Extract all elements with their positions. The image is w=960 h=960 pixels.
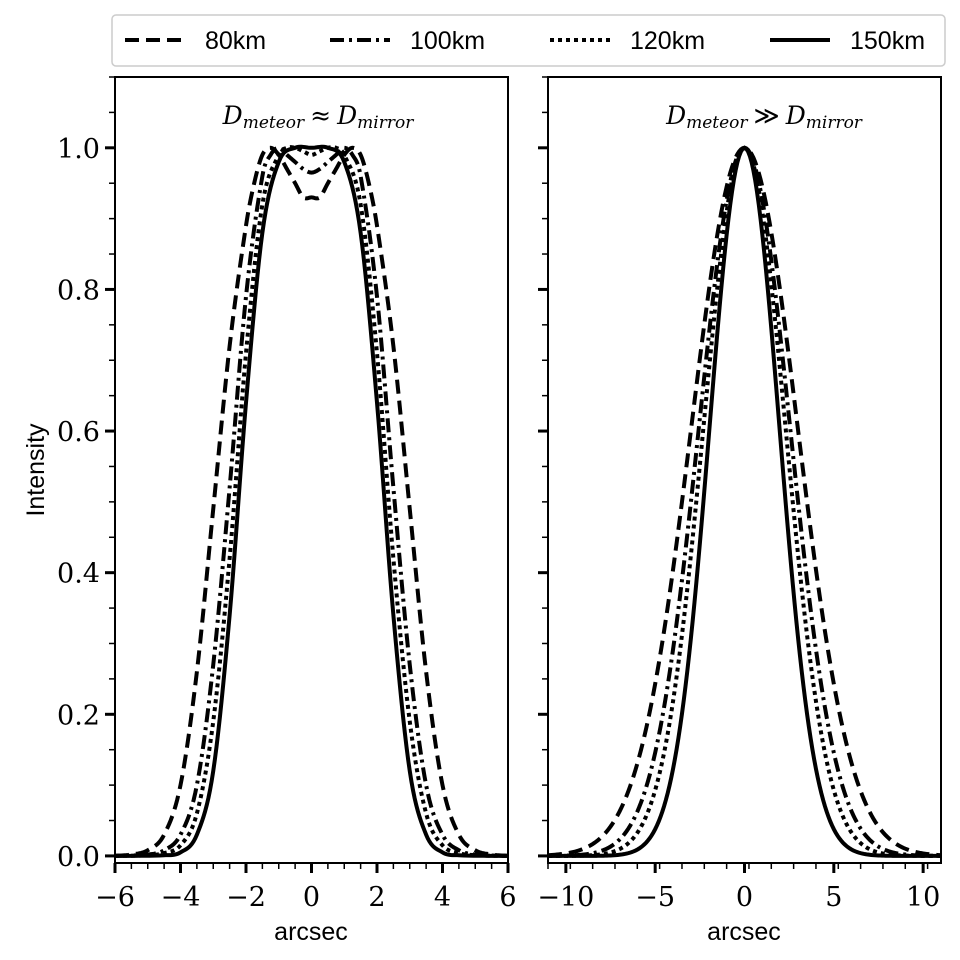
- y-tick-label: 0.4: [57, 559, 100, 590]
- left-panel: −6 −4 −2 0 2 4 6 0.0 0.2 0.4 0.6 0.8 1.0 Dmeteor ≈ Dmi…: [22, 76, 517, 946]
- x-tick-label: 2: [368, 882, 385, 913]
- y-tick-label: 0.8: [57, 275, 100, 306]
- x-tick-label: 5: [825, 882, 842, 913]
- right-xlabel: arcsec: [707, 918, 781, 946]
- legend-frame: [111, 14, 946, 67]
- right-axes-frame: [547, 76, 942, 864]
- series-line-100km: [548, 145, 941, 858]
- legend-label-150km: 150km: [850, 27, 925, 55]
- x-tick-label: 0: [303, 882, 320, 913]
- left-annotation: Dmeteor ≈ Dmirror: [222, 101, 415, 133]
- x-tick-label: 10: [906, 882, 940, 913]
- ylabel: Intensity: [22, 423, 50, 517]
- series-line-150km: [548, 145, 941, 858]
- right-annotation: Dmeteor ≫ Dmirror: [665, 101, 863, 133]
- legend-label-80km: 80km: [205, 27, 266, 55]
- x-tick-label: −10: [537, 882, 594, 913]
- series-line-150km: [115, 144, 508, 858]
- x-tick-label: 6: [499, 882, 516, 913]
- series-line-120km: [548, 145, 941, 858]
- y-tick-label: 0.2: [57, 700, 100, 731]
- right-panel: −10 −5 0 5 10 Dmeteor ≫ Dmirror arcsec: [537, 76, 942, 946]
- legend-label-100km: 100km: [410, 27, 485, 55]
- x-tick-label: −5: [635, 882, 675, 913]
- left-xlabel: arcsec: [274, 918, 348, 946]
- series-line-100km: [115, 145, 508, 858]
- legend: 80km 100km 120km 150km: [111, 14, 946, 67]
- legend-label-120km: 120km: [630, 27, 705, 55]
- series-line-120km: [115, 145, 508, 858]
- series-line-80km: [548, 145, 941, 858]
- x-tick-label: −2: [226, 882, 266, 913]
- y-tick-label: 1.0: [57, 134, 100, 165]
- x-tick-label: −4: [161, 882, 201, 913]
- x-tick-label: 4: [434, 882, 451, 913]
- x-tick-label: −6: [95, 882, 135, 913]
- x-tick-label: 0: [736, 882, 753, 913]
- y-tick-label: 0.6: [57, 417, 100, 448]
- y-tick-label: 0.0: [57, 842, 100, 873]
- series-line-80km: [115, 145, 508, 858]
- left-axes-frame: [114, 76, 509, 864]
